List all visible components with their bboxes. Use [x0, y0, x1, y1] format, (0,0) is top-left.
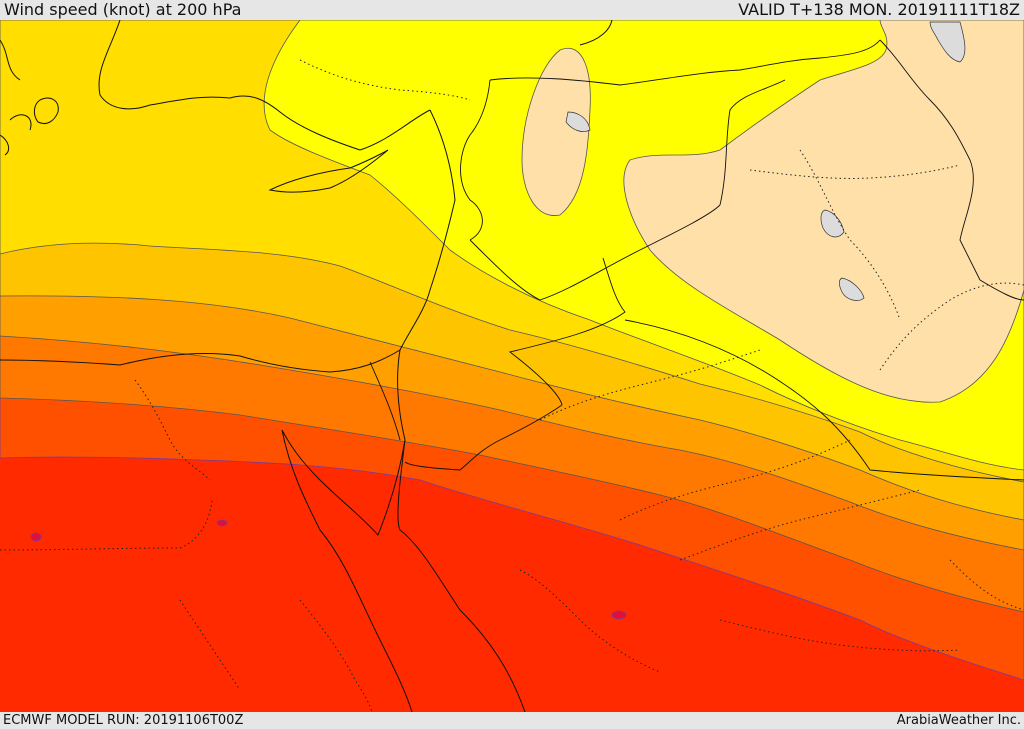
valid-time: VALID T+138 MON. 20191111T18Z: [738, 0, 1020, 19]
lake-3: [929, 21, 966, 63]
border-3: [469, 204, 721, 301]
coast-redsea-west: [281, 429, 413, 712]
admin-9: [299, 59, 471, 101]
header: Wind speed (knot) at 200 hPa VALID T+138…: [0, 0, 1024, 20]
islands-west: [0, 39, 32, 156]
admin-1: [0, 499, 213, 551]
band-1-oval: [521, 47, 591, 216]
border-1: [489, 39, 881, 86]
admin-12: [719, 619, 961, 652]
coast-sinai: [281, 349, 406, 536]
admin-13: [179, 599, 241, 691]
border-9: [879, 39, 981, 281]
brand-credit: ArabiaWeather Inc.: [896, 713, 1021, 728]
border-6: [624, 319, 1024, 481]
border-5: [508, 257, 626, 406]
footer: ECMWF MODEL RUN: 20191106T00Z ArabiaWeat…: [0, 712, 1024, 729]
coast-north: [98, 20, 431, 151]
admin-5: [679, 489, 921, 561]
admin-8: [879, 282, 1024, 371]
wind-speed-map[interactable]: [0, 20, 1024, 712]
crete: [33, 97, 59, 125]
coast-egypt: [0, 349, 401, 373]
map-title: Wind speed (knot) at 200 hPa: [4, 0, 242, 19]
coast-levant: [399, 109, 456, 351]
admin-3: [519, 569, 661, 673]
border-7: [404, 404, 563, 471]
lake-2: [839, 277, 865, 301]
cyprus: [268, 149, 389, 193]
model-run: ECMWF MODEL RUN: 20191106T00Z: [3, 713, 244, 728]
admin-10: [539, 349, 761, 421]
lake-1: [820, 209, 845, 238]
coast-redsea-east: [397, 439, 526, 712]
spot-3: [611, 610, 627, 620]
border-2: [460, 79, 491, 241]
border-8: [369, 361, 401, 441]
coast-north-east: [579, 20, 613, 46]
coast-persian-gulf: [979, 279, 1024, 301]
admin-4: [619, 439, 851, 521]
border-4: [719, 79, 786, 206]
spot-1: [30, 532, 42, 542]
admin-6: [799, 149, 901, 321]
spot-2: [216, 519, 228, 527]
lake-4: [565, 111, 591, 132]
